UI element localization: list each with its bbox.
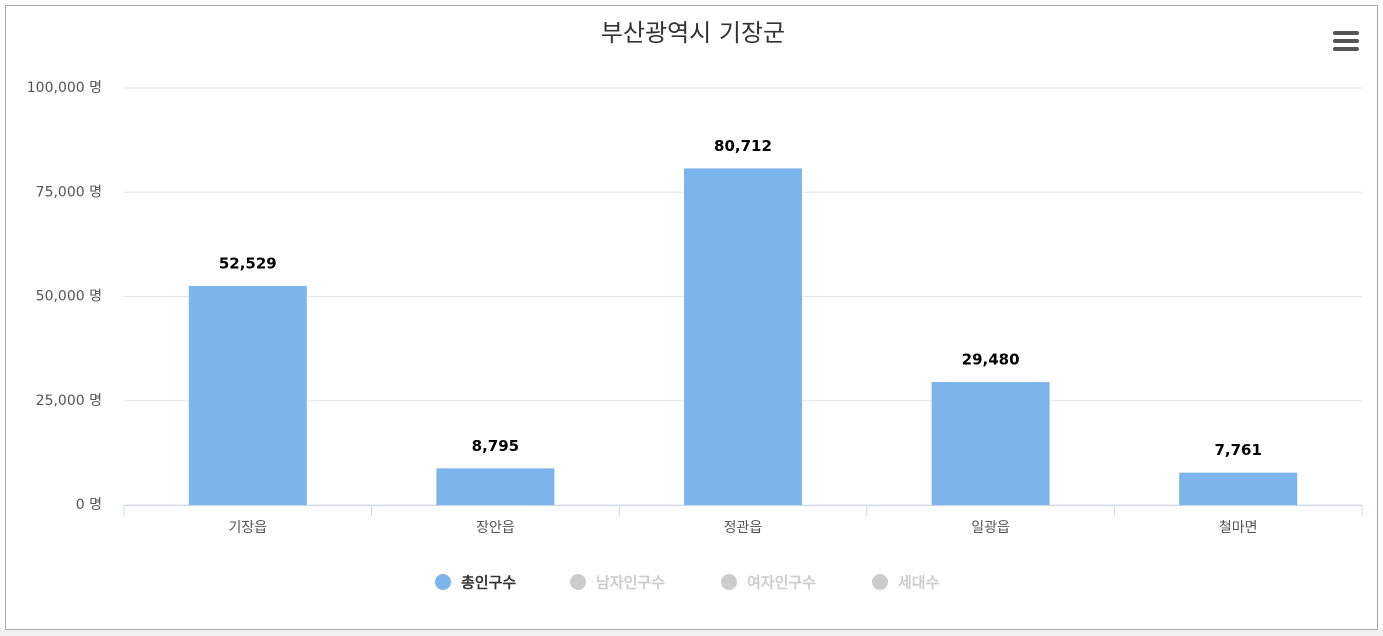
menu-bar[interactable] (1333, 39, 1359, 43)
legend-symbol[interactable] (435, 574, 451, 590)
data-label: 8,795 (472, 437, 519, 455)
x-tick-label: 일광읍 (971, 520, 1010, 536)
legend-label[interactable]: 여자인구수 (747, 574, 816, 592)
data-label: 52,529 (219, 254, 277, 272)
y-tick-label: 100,000 명 (27, 80, 102, 96)
menu-bar[interactable] (1333, 31, 1359, 35)
menu-button[interactable] (1333, 31, 1359, 51)
bar (931, 382, 1050, 505)
y-tick-label: 0 명 (76, 497, 102, 513)
bar (188, 285, 307, 505)
legend-label[interactable]: 남자인구수 (596, 574, 665, 592)
bar (1179, 472, 1298, 505)
data-label: 29,480 (962, 351, 1020, 369)
data-label: 80,712 (714, 137, 772, 155)
menu-bar[interactable] (1333, 47, 1359, 51)
data-label: 7,761 (1214, 441, 1261, 459)
chart-title: 부산광역시 기장군 (601, 19, 785, 47)
bar (684, 168, 802, 505)
x-tick-label: 정관읍 (724, 520, 763, 536)
legend-symbol[interactable] (721, 574, 737, 590)
bar (436, 468, 555, 505)
x-tick-label: 철마면 (1219, 520, 1258, 536)
x-tick-label: 기장읍 (228, 520, 267, 536)
y-tick-label: 75,000 명 (36, 184, 102, 200)
page-bottom (0, 630, 1383, 636)
x-tick-label: 장안읍 (476, 520, 515, 536)
y-tick-label: 25,000 명 (36, 393, 102, 409)
legend-symbol[interactable] (872, 574, 888, 590)
legend-label[interactable]: 총인구수 (461, 574, 516, 592)
y-tick-label: 50,000 명 (36, 289, 102, 305)
legend-symbol[interactable] (570, 574, 586, 590)
legend-label[interactable]: 세대수 (898, 574, 940, 592)
